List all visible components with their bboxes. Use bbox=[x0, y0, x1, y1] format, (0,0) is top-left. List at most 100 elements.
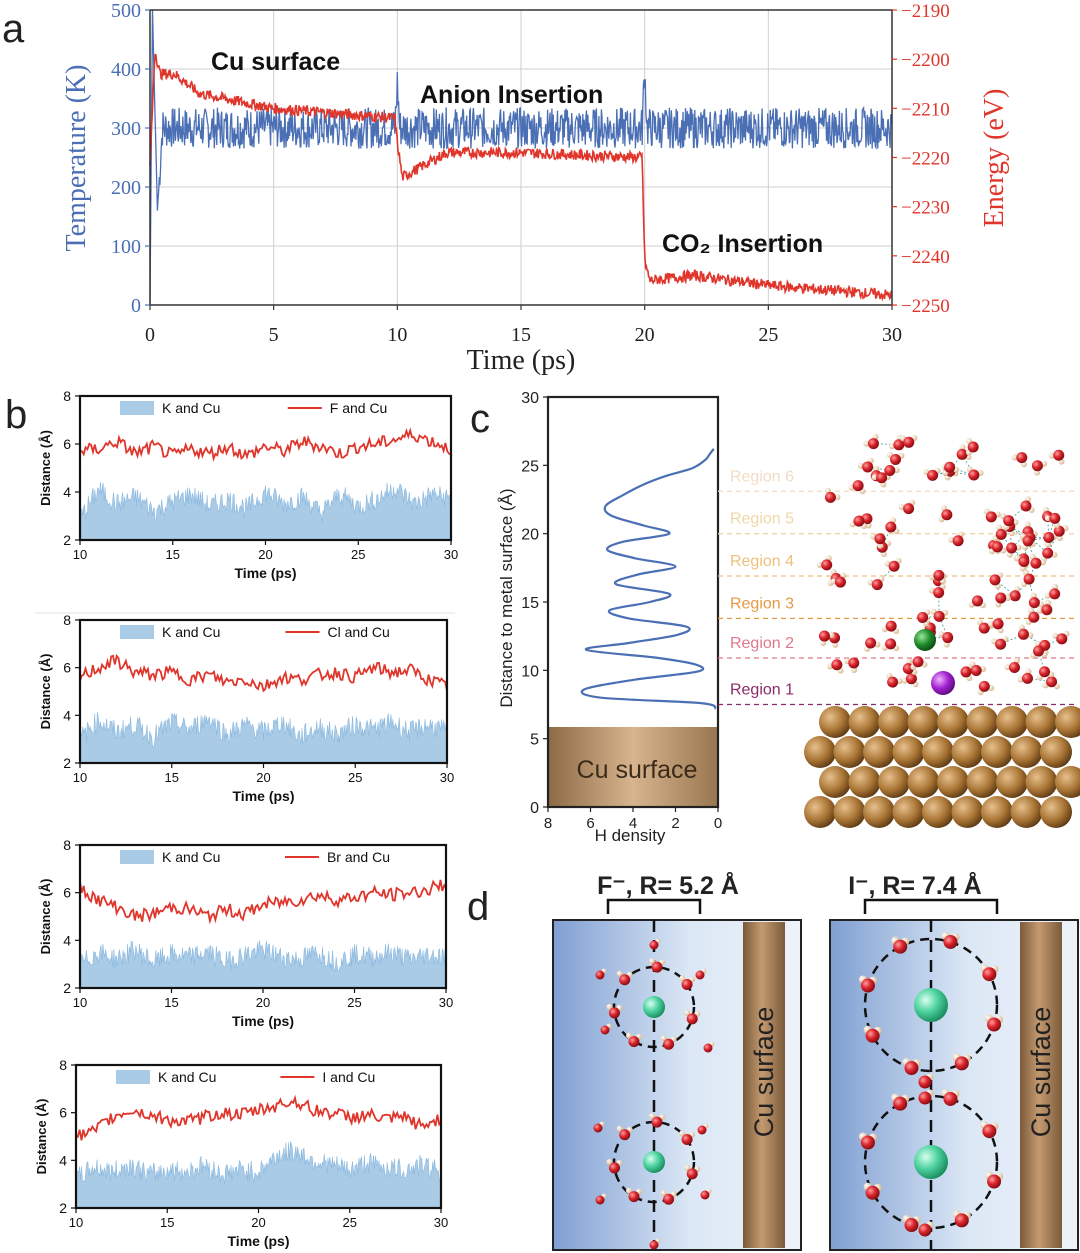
water-oxygen bbox=[943, 1091, 958, 1106]
oxygen-atom bbox=[942, 632, 954, 644]
panel-label-b: b bbox=[5, 393, 27, 437]
oxygen-atom bbox=[852, 480, 864, 492]
water-oxygen bbox=[982, 1124, 997, 1139]
x-axis-label: Time (ps) bbox=[228, 1233, 290, 1249]
right-tick-label: −2220 bbox=[901, 149, 950, 170]
x-tick-label: 30 bbox=[434, 1215, 448, 1230]
x-tick-label: 25 bbox=[348, 770, 362, 785]
oxygen-atom bbox=[1049, 588, 1061, 600]
x-tick-label: 20 bbox=[258, 547, 272, 562]
y-tick-label: 4 bbox=[63, 932, 71, 948]
k-cu-area bbox=[75, 1140, 442, 1209]
temperature-line bbox=[149, 9, 893, 306]
right-tick-label: −2190 bbox=[901, 1, 950, 22]
cu-surface-label-d-right: Cu surface bbox=[1026, 1007, 1056, 1138]
water-oxygen bbox=[608, 1007, 620, 1019]
oxygen-atom bbox=[818, 630, 830, 642]
copper-atom bbox=[1010, 736, 1043, 768]
region-label: Region 4 bbox=[730, 553, 794, 570]
water-oxygen bbox=[982, 967, 997, 982]
x-tick-label: 30 bbox=[439, 995, 453, 1010]
hydrogen-atom bbox=[1024, 521, 1031, 528]
x-tick-label: 10 bbox=[387, 324, 407, 346]
water-hydrogen bbox=[684, 1009, 691, 1016]
x-tick-label: 15 bbox=[164, 995, 178, 1010]
water-hydrogen bbox=[679, 975, 686, 982]
panel-b-charts: 10 15 20 25 30 2 4 6 8 Time (ps) Distance (Å) K and… bbox=[34, 388, 458, 1249]
right-tick-label: −2230 bbox=[901, 198, 950, 219]
hydrogen-bond bbox=[1044, 638, 1062, 646]
y-axis-label: Distance (Å) bbox=[38, 430, 53, 506]
hydrogen-atom bbox=[1052, 583, 1059, 590]
right-tick-label: −2200 bbox=[901, 50, 950, 71]
h-density-curve bbox=[580, 448, 717, 710]
water-oxygen bbox=[595, 1195, 605, 1205]
oxygen-atom bbox=[1006, 542, 1018, 554]
oxygen-atom bbox=[970, 664, 982, 676]
hydrogen-atom bbox=[863, 440, 870, 447]
left-tick-label: 500 bbox=[111, 0, 141, 22]
hydrogen-atom bbox=[1027, 632, 1034, 639]
x-tick-label: 10 bbox=[73, 547, 87, 562]
water-oxygen bbox=[628, 1191, 640, 1203]
k-cu-area bbox=[79, 712, 448, 764]
water-oxygen bbox=[595, 970, 605, 980]
copper-atom bbox=[804, 796, 836, 828]
copper-atom bbox=[804, 736, 836, 768]
oxygen-atom bbox=[985, 511, 997, 523]
oxygen-atom bbox=[933, 587, 945, 599]
x-tick-label: 0 bbox=[145, 324, 155, 346]
water-hydrogen bbox=[679, 1130, 686, 1137]
hydrogen-atom bbox=[1004, 595, 1011, 602]
copper-atom bbox=[892, 736, 925, 768]
water-oxygen bbox=[600, 1025, 610, 1035]
oxygen-atom bbox=[885, 521, 897, 533]
anion-cu-line bbox=[75, 1094, 442, 1141]
water-oxygen bbox=[865, 1028, 880, 1043]
oxygen-atom bbox=[1039, 666, 1051, 678]
oxygen-atom bbox=[1021, 672, 1033, 684]
copper-atom bbox=[907, 706, 940, 738]
left-tick-label: 200 bbox=[111, 177, 141, 199]
hydrogen-atom bbox=[1004, 664, 1011, 671]
y-tick-label: 5 bbox=[530, 732, 539, 749]
oxygen-atom bbox=[867, 438, 879, 450]
oxygen-atom bbox=[1028, 611, 1040, 623]
distance-subplot-1: 10 15 20 25 30 2 4 6 8 Time (ps) Distance (Å) K and… bbox=[38, 388, 458, 581]
hydrogen-atom bbox=[893, 467, 900, 474]
y-tick-label: 2 bbox=[63, 532, 71, 548]
y-tick-label: 6 bbox=[63, 436, 71, 452]
oxygen-atom bbox=[1009, 590, 1021, 602]
oxygen-atom bbox=[941, 509, 953, 521]
distance-subplot-2: 10 15 20 25 30 2 4 6 8 Time (ps) Distance (Å) K and… bbox=[38, 612, 454, 804]
f-anion-box bbox=[552, 898, 802, 1251]
oxygen-atom bbox=[884, 464, 896, 476]
right-tick-label: −2250 bbox=[901, 296, 950, 317]
panel-a-right-label: Energy (eV) bbox=[979, 89, 1010, 228]
anion-cu-line bbox=[79, 427, 452, 462]
oxygen-atom bbox=[1020, 500, 1032, 512]
copper-atom bbox=[833, 736, 866, 768]
oxygen-atom bbox=[912, 656, 924, 668]
anion-cu-line bbox=[79, 653, 448, 693]
right-tick-label: −2210 bbox=[901, 99, 950, 120]
x-tick-label: 2 bbox=[671, 815, 679, 832]
x-tick-label: 15 bbox=[160, 1215, 174, 1230]
copper-atom bbox=[819, 766, 851, 798]
oxygen-atom bbox=[956, 448, 968, 460]
y-tick-label: 8 bbox=[63, 837, 71, 853]
hydrogen-atom bbox=[830, 578, 837, 585]
y-tick-label: 8 bbox=[59, 1057, 67, 1073]
oxygen-atom bbox=[1017, 628, 1029, 640]
water-oxygen bbox=[649, 940, 659, 950]
oxygen-atom bbox=[992, 618, 1004, 630]
water-hydrogen bbox=[684, 1164, 691, 1171]
anion-ion bbox=[643, 1151, 665, 1173]
oxygen-atom bbox=[1056, 633, 1068, 645]
hydrogen-atom bbox=[873, 465, 880, 472]
water-oxygen bbox=[987, 1174, 1002, 1189]
water-oxygen bbox=[860, 1135, 875, 1150]
region-label: Region 5 bbox=[730, 511, 794, 528]
annotation-anion-insertion: Anion Insertion bbox=[420, 81, 603, 109]
